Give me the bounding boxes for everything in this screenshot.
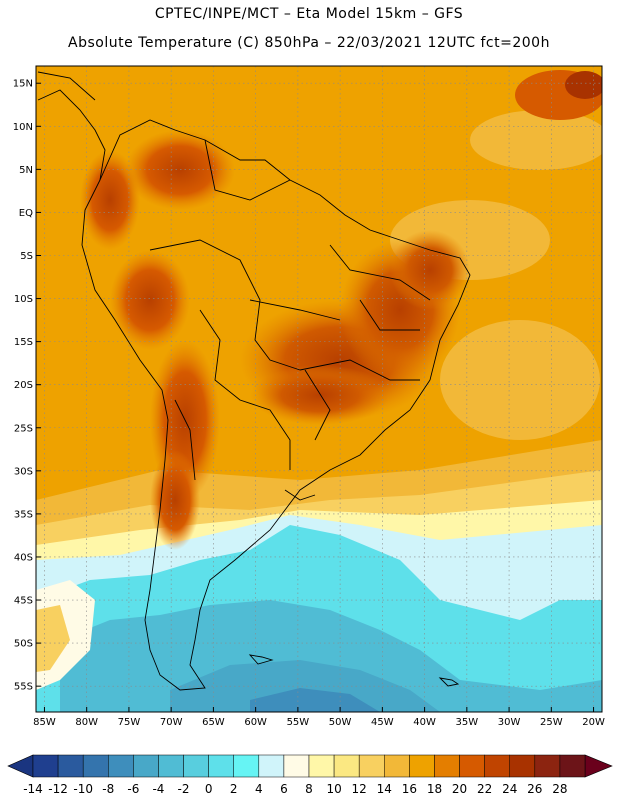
lon-tick-label: 20W xyxy=(582,717,605,728)
colorbar-label: -4 xyxy=(152,782,164,796)
colorbar-swatch xyxy=(233,754,260,778)
colorbar-swatch xyxy=(158,754,184,778)
colorbar-swatch xyxy=(208,754,234,778)
colorbar-label: 18 xyxy=(427,782,442,796)
lon-tick-label: 75W xyxy=(118,717,141,728)
colorbar-swatch xyxy=(308,754,335,778)
colorbar-swatch xyxy=(133,754,159,778)
colorbar-swatch xyxy=(57,754,84,778)
lon-tick-label: 40W xyxy=(413,717,436,728)
colorbar-swatch xyxy=(409,754,435,778)
colorbar-swatch xyxy=(108,754,134,778)
lon-tick-label: 30W xyxy=(498,717,521,728)
colorbar-swatch xyxy=(384,754,410,778)
lat-tick-label: 25S xyxy=(14,423,33,434)
colorbar-swatch xyxy=(484,754,510,778)
colorbar-swatch xyxy=(258,754,285,778)
colorbar-label: 28 xyxy=(552,782,567,796)
map-frame xyxy=(35,65,603,713)
lat-tick-label: 50S xyxy=(14,639,33,650)
colorbar-swatch xyxy=(333,754,360,778)
coastlines xyxy=(37,71,471,691)
lon-tick-label: 50W xyxy=(329,717,352,728)
colorbar-label: 2 xyxy=(230,782,238,796)
lat-tick-label: 5N xyxy=(19,165,33,176)
colorbar-label: 8 xyxy=(305,782,313,796)
lon-tick-label: 35W xyxy=(456,717,479,728)
colorbar-label: -12 xyxy=(48,782,68,796)
colorbar-label: 22 xyxy=(477,782,492,796)
lat-tick-label: 20S xyxy=(14,380,33,391)
lon-tick-label: 60W xyxy=(244,717,267,728)
colorbar-label: -2 xyxy=(178,782,190,796)
colorbar-label: 14 xyxy=(377,782,392,796)
lat-tick-label: 55S xyxy=(14,682,33,693)
colorbar-label: -6 xyxy=(127,782,139,796)
lon-tick-label: 45W xyxy=(371,717,394,728)
longitude-axis: 85W 80W 75W 70W 65W 60W 55W 50W 45W 40W 35W 30W 25W 2… xyxy=(33,707,605,728)
lon-tick-label: 70W xyxy=(160,717,183,728)
lat-tick-label: 35S xyxy=(14,509,33,520)
colorbar-label: 26 xyxy=(527,782,542,796)
colorbar-swatch xyxy=(559,754,586,778)
lat-tick-label: 10N xyxy=(13,122,33,133)
lon-tick-label: 80W xyxy=(75,717,98,728)
colorbar-label: 12 xyxy=(352,782,367,796)
colorbar-swatch xyxy=(509,754,536,778)
colorbar-swatch xyxy=(82,754,109,778)
lon-tick-label: 55W xyxy=(287,717,310,728)
temperature-field xyxy=(36,66,602,712)
colorbar-swatch xyxy=(32,754,59,778)
lat-tick-label: 10S xyxy=(14,294,33,305)
colorbar-label: 4 xyxy=(255,782,263,796)
colorbar-under-arrow xyxy=(7,754,34,778)
colorbar-label: 24 xyxy=(502,782,517,796)
colorbar-swatch xyxy=(534,754,561,778)
colorbar-label: 0 xyxy=(205,782,213,796)
lon-tick-label: 25W xyxy=(540,717,563,728)
lon-tick-label: 85W xyxy=(33,717,56,728)
colorbar: -14 -12 -10 -8 -6 -4 -2 0 2 4 6 8 10 12 14 16 18 20 22 24 26… xyxy=(7,754,613,796)
chart-title-line1: CPTEC/INPE/MCT – Eta Model 15km – GFS xyxy=(154,6,464,22)
colorbar-swatch xyxy=(183,754,209,778)
lat-tick-label: 15N xyxy=(13,79,33,90)
lat-tick-label: 45S xyxy=(14,596,33,607)
colorbar-label: -10 xyxy=(73,782,93,796)
colorbar-swatch xyxy=(283,754,310,778)
lat-tick-label: 40S xyxy=(14,552,33,563)
colorbar-over-arrow xyxy=(584,754,613,778)
colorbar-swatch xyxy=(358,754,385,778)
chart-title-line2: Absolute Temperature (C) 850hPa – 22/03/… xyxy=(68,35,550,51)
colorbar-label: 6 xyxy=(280,782,288,796)
colorbar-label: -8 xyxy=(102,782,114,796)
lat-tick-label: 30S xyxy=(14,466,33,477)
colorbar-label: 10 xyxy=(326,782,341,796)
lat-tick-label: EQ xyxy=(19,208,33,219)
colorbar-swatch xyxy=(434,754,460,778)
lat-tick-label: 15S xyxy=(14,337,33,348)
colorbar-label: 16 xyxy=(402,782,417,796)
lon-tick-label: 65W xyxy=(202,717,225,728)
latitude-axis: 15N 10N 5N EQ 5S 10S 15S 20S 25S 30S 35S 40S 45S 50S 5… xyxy=(13,79,41,693)
colorbar-label: 20 xyxy=(452,782,467,796)
lat-tick-label: 5S xyxy=(20,251,33,262)
colorbar-swatch xyxy=(459,754,485,778)
colorbar-label: -14 xyxy=(23,782,43,796)
